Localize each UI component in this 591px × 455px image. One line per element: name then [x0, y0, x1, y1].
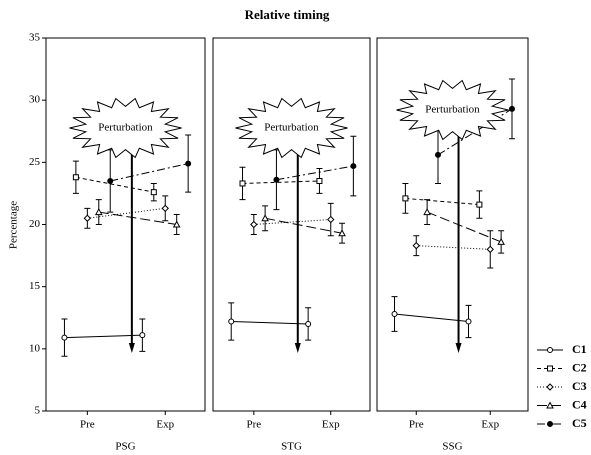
legend-label: C3	[572, 379, 587, 393]
marker	[150, 189, 157, 196]
marker	[465, 318, 472, 325]
x-axis-label: PSG	[115, 441, 135, 453]
marker	[547, 347, 553, 353]
series-line	[253, 219, 331, 225]
marker	[61, 334, 68, 341]
x-axis-label: STG	[281, 441, 302, 453]
burst	[235, 97, 348, 159]
marker	[412, 241, 420, 250]
y-axis-label: Percentage	[8, 201, 20, 249]
x-tick-label: Exp	[481, 419, 499, 431]
marker	[239, 180, 246, 187]
panel-frame	[212, 37, 371, 412]
x-tick-label: Pre	[409, 419, 424, 431]
x-tick-label: Pre	[246, 419, 261, 431]
legend-label: C4	[572, 397, 587, 411]
series-line	[242, 180, 320, 184]
marker	[327, 215, 335, 224]
marker	[486, 245, 494, 254]
x-axis-label: SSG	[442, 441, 462, 453]
arrow-head	[128, 343, 135, 353]
marker	[185, 160, 192, 167]
series-line	[394, 313, 469, 322]
marker	[228, 318, 235, 325]
marker	[476, 201, 483, 208]
annotation: Perturbation	[425, 104, 480, 116]
marker	[391, 311, 398, 318]
marker	[83, 214, 92, 222]
y-tick-label: 5	[35, 405, 41, 417]
marker	[261, 214, 269, 222]
series-line	[405, 197, 480, 206]
marker	[107, 177, 114, 184]
marker	[72, 174, 79, 181]
series-line	[98, 211, 177, 225]
legend-label: C5	[572, 416, 587, 430]
marker	[305, 320, 312, 327]
series-line	[110, 163, 189, 182]
burst	[396, 79, 509, 141]
marker	[172, 220, 181, 228]
marker	[508, 105, 515, 112]
marker	[250, 220, 258, 229]
series-line	[64, 334, 143, 339]
marker	[161, 204, 169, 213]
y-tick-label: 15	[29, 280, 41, 292]
marker	[423, 208, 431, 216]
x-tick-label: Exp	[156, 419, 174, 431]
series-line	[231, 320, 309, 325]
annotation: Perturbation	[98, 122, 153, 134]
series-line	[75, 176, 154, 193]
legend-label: C1	[572, 342, 587, 356]
marker	[547, 421, 553, 427]
y-tick-label: 20	[29, 218, 41, 230]
series-line	[265, 217, 343, 234]
y-tick-label: 25	[29, 156, 41, 168]
marker	[546, 383, 554, 391]
panel-frame	[376, 37, 529, 412]
marker	[350, 163, 357, 170]
series-line	[87, 207, 166, 219]
arrow-head	[294, 343, 301, 353]
marker	[547, 365, 553, 372]
marker	[402, 195, 409, 202]
chart-title: Relative timing	[245, 7, 330, 22]
x-tick-label: Pre	[80, 419, 95, 431]
x-tick-label: Exp	[322, 419, 340, 431]
marker	[497, 237, 505, 245]
arrow-head	[455, 343, 462, 353]
y-tick-label: 35	[29, 32, 41, 44]
series-line	[276, 165, 354, 181]
y-tick-label: 30	[29, 94, 41, 106]
marker	[94, 208, 103, 216]
annotation: Perturbation	[264, 122, 319, 134]
marker	[139, 332, 146, 339]
marker	[273, 176, 280, 183]
marker	[435, 151, 442, 158]
marker	[546, 401, 554, 409]
legend-label: C2	[572, 360, 587, 374]
marker	[338, 229, 346, 237]
burst	[69, 97, 182, 159]
marker	[316, 177, 323, 184]
series-line	[416, 245, 491, 250]
y-tick-label: 10	[29, 342, 41, 354]
